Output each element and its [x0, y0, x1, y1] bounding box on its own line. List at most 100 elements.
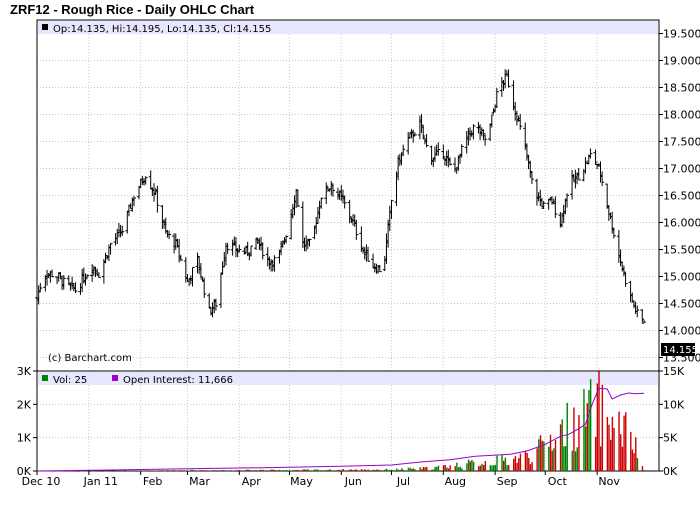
volume-bar — [395, 468, 398, 471]
volume-bar — [116, 470, 119, 472]
x-tick-label: Jun — [344, 475, 362, 488]
volume-bar — [273, 469, 276, 471]
volume-bar — [282, 470, 284, 471]
volume-bar — [401, 468, 403, 471]
volume-bar — [434, 466, 436, 471]
volume-bar — [302, 469, 304, 471]
volume-bar — [68, 470, 70, 472]
volume-bar — [367, 469, 369, 471]
volume-bar — [185, 470, 187, 472]
volume-bar — [606, 416, 609, 471]
volume-bar — [95, 470, 97, 472]
volume-bar — [583, 388, 585, 471]
volume-bar — [355, 469, 358, 471]
volume-bar — [283, 470, 286, 471]
volume-bar — [215, 470, 217, 471]
price-tick-label: 15.500 — [663, 244, 700, 257]
ohlc-info-bar — [38, 21, 658, 34]
x-tick-label: Mar — [189, 475, 210, 488]
volume-bar — [444, 464, 446, 471]
volume-bar — [618, 411, 620, 471]
price-tick-label: 16.500 — [663, 190, 700, 203]
volume-bar — [491, 465, 493, 471]
price-tick-label: 19.500 — [663, 28, 700, 41]
volume-tick-label: 0K — [17, 465, 32, 478]
volume-bar — [613, 427, 615, 471]
price-tick-label: 16.000 — [663, 217, 700, 230]
volume-bar — [374, 469, 376, 471]
volume-bar — [315, 469, 318, 471]
volume-left-axis: 0K 1K 2K 3K — [17, 365, 37, 478]
volume-bar — [402, 469, 405, 471]
volume-bar — [262, 469, 264, 471]
volume-bar — [553, 448, 555, 471]
x-tick-label: Jan 11 — [83, 475, 118, 488]
oi-tick-label: 10K — [663, 398, 685, 411]
ohlc-info-marker — [42, 24, 48, 30]
volume-bar — [379, 470, 381, 471]
volume-bar — [501, 454, 503, 471]
volume-bar — [307, 469, 309, 471]
volume-bar — [96, 470, 99, 472]
volume-bar — [86, 470, 89, 472]
volume-bar — [539, 435, 542, 471]
volume-bar — [528, 457, 530, 471]
volume-bar — [482, 464, 485, 471]
volume-bar — [631, 449, 634, 471]
volume-bar — [409, 467, 411, 471]
x-axis-ticks: Dec 10 Jan 11 Feb Mar Apr May Jun Jul Aug Sep Oct N… — [22, 471, 620, 488]
volume-bar — [115, 470, 117, 472]
volume-bar — [625, 412, 627, 471]
volume-bar — [576, 447, 578, 471]
volume-bar — [566, 402, 568, 471]
volume-bar — [559, 424, 562, 471]
volume-bar — [180, 470, 182, 471]
volume-bar — [233, 470, 236, 471]
volume-bar — [295, 469, 298, 471]
volume-bar — [390, 469, 393, 471]
price-axis-ticks: 13.50014.00014.50015.00015.50016.00016.5… — [659, 28, 700, 365]
volume-bar — [120, 470, 122, 472]
volume-bar — [81, 470, 84, 472]
volume-bar — [110, 470, 112, 472]
volume-bar — [531, 462, 533, 471]
volume-bar — [304, 469, 306, 471]
volume-bar — [210, 470, 212, 472]
volume-bar — [258, 469, 261, 471]
volume-bar — [360, 469, 363, 471]
volume-panel-frame — [36, 370, 660, 472]
volume-bar — [131, 470, 134, 472]
volume-bar — [601, 384, 604, 471]
volume-bar — [121, 470, 124, 472]
volume-bar — [385, 468, 388, 471]
volume-bar — [432, 469, 435, 471]
price-tick-label: 18.500 — [663, 82, 700, 95]
volume-bar — [168, 470, 170, 471]
volume-bar — [630, 431, 632, 471]
volume-bar — [317, 469, 319, 471]
volume-bar — [459, 466, 461, 471]
volume-bar — [365, 470, 368, 471]
volume-bar — [508, 465, 510, 471]
volume-bar — [268, 470, 271, 471]
volume-bar — [375, 469, 378, 471]
volume-bar — [513, 458, 515, 471]
volume-bar — [454, 466, 456, 471]
volume-bar — [456, 462, 458, 471]
x-tick-label: May — [290, 475, 313, 488]
volume-bar — [223, 470, 226, 471]
price-bars — [35, 69, 646, 324]
volume-bar — [599, 446, 602, 471]
volume-bar — [133, 470, 135, 472]
volume-bar — [635, 437, 637, 471]
x-tick-label: Aug — [445, 475, 466, 488]
volume-bar — [504, 457, 507, 471]
volume-bar — [257, 470, 259, 472]
volume-bar — [588, 389, 590, 471]
volume-bar — [492, 465, 495, 471]
volume-bar — [578, 415, 580, 471]
x-tick-label: Apr — [242, 475, 262, 488]
x-tick-label: Feb — [143, 475, 162, 488]
volume-bar — [166, 470, 169, 471]
volume-bar — [332, 470, 334, 471]
